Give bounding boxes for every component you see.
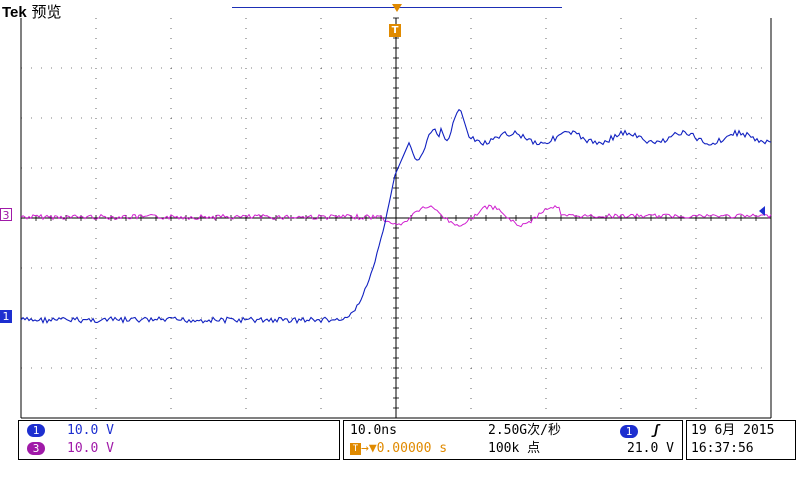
ch3-setting-row[interactable]: 3 10.0 V [19,440,339,458]
graticule [20,17,772,419]
trigger-source-badge: 1 [620,425,638,438]
date-label: 19 6月 2015 [691,423,775,438]
vertical-settings-panel[interactable]: 1 10.0 V 3 10.0 V [18,420,340,460]
trigger-position: T →▼0.00000 s [350,440,447,458]
ch1-scale: 10.0 V [67,423,114,438]
ch1-setting-row[interactable]: 1 10.0 V [19,422,339,440]
rising-edge-icon: ʃ [652,423,660,438]
ch1-ground-marker[interactable]: 1 [0,310,12,323]
ch1-badge: 1 [27,424,45,437]
time-label: 16:37:56 [691,441,754,456]
brand-label: Tek 预览 [2,1,62,22]
trigger-position-marker [392,4,402,12]
trigger-level: 21.0 V [627,441,674,456]
horizontal-trigger-panel[interactable]: 10.0ns 2.50G次/秒 1 ʃ T →▼0.00000 s 100k 点 … [343,420,683,460]
trigger-level-marker [759,206,765,216]
timebase: 10.0ns [350,423,397,438]
ch3-waveform [20,204,772,228]
ch3-badge: 3 [27,442,45,455]
ch1-waveform [20,108,772,325]
sample-rate: 2.50G次/秒 [488,423,561,438]
trigger-icon: T [350,442,361,455]
ch3-ground-marker[interactable]: 3 [0,208,12,222]
datetime-panel: 19 6月 2015 16:37:56 [686,420,796,460]
trigger-position-value: 0.00000 s [376,441,448,456]
record-length: 100k 点 [488,441,541,456]
ch3-scale: 10.0 V [67,441,114,456]
brand-logo: Tek [2,4,27,21]
waveform-display [20,4,772,419]
trigger-position-icon: T [389,24,401,37]
mode-label: 预览 [31,3,62,21]
